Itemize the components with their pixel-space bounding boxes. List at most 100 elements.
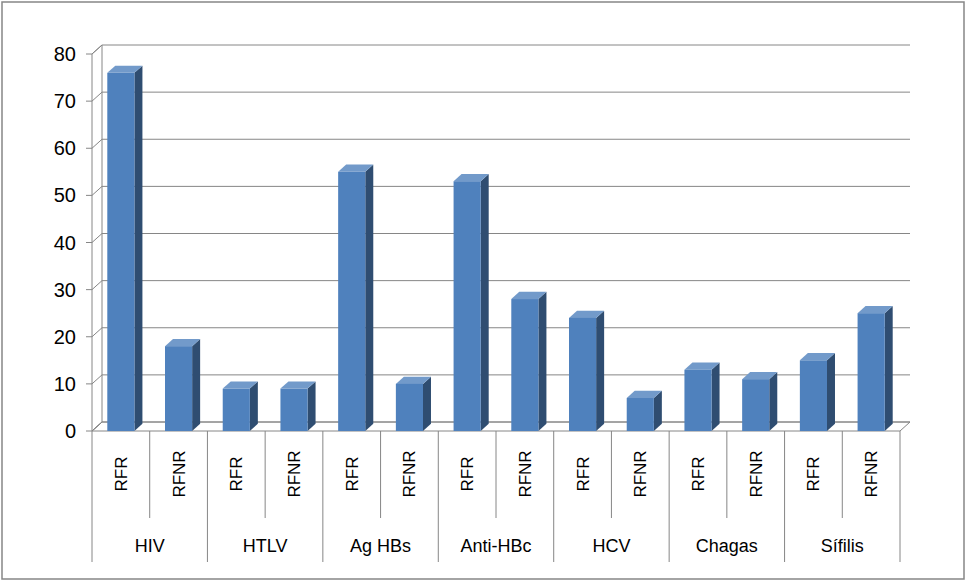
bar-front <box>858 313 885 431</box>
bar-front <box>511 299 538 431</box>
bar-side <box>769 372 777 431</box>
group-divider <box>207 431 208 562</box>
bar-side <box>538 292 546 431</box>
grid-line <box>92 139 910 148</box>
category-divider <box>380 431 381 518</box>
bar <box>338 165 373 431</box>
category-divider <box>842 431 843 518</box>
group-divider <box>92 431 93 562</box>
group-label: Chagas <box>696 536 758 556</box>
frame <box>2 2 964 579</box>
tick-label: 40 <box>54 232 76 254</box>
tick-mark <box>86 101 92 102</box>
bar-side <box>712 363 720 431</box>
tick-label: 60 <box>54 137 76 159</box>
bar-top <box>684 363 719 370</box>
category-label: RFNR <box>516 450 535 497</box>
grid-line <box>92 45 910 54</box>
bar-side <box>481 174 489 431</box>
tick-mark <box>86 242 92 243</box>
grid-line <box>92 234 910 243</box>
grid-line <box>92 186 910 195</box>
category-label: RFR <box>112 457 131 492</box>
bar-side <box>423 377 431 431</box>
tick-label: 70 <box>54 90 76 112</box>
category-label: RFNR <box>862 450 881 497</box>
bar-front <box>396 384 423 431</box>
bar <box>742 372 777 431</box>
category-label: RFR <box>227 457 246 492</box>
bar-front <box>627 398 654 431</box>
bar-side <box>250 381 258 431</box>
tick-label: 80 <box>54 43 76 65</box>
category-label: RFNR <box>631 450 650 497</box>
bars <box>107 66 892 431</box>
bar-top <box>569 311 604 318</box>
category-label: RFNR <box>400 450 419 497</box>
chart: 01020304050607080RFRRFNRRFRRFNRRFRRFNRRF… <box>0 0 966 581</box>
category-label: RFR <box>343 457 362 492</box>
bar-side <box>134 66 142 431</box>
category-label: RFNR <box>285 450 304 497</box>
bar-front <box>165 346 192 431</box>
bar-top <box>396 377 431 384</box>
category-divider <box>149 431 150 518</box>
bar-front <box>454 181 481 431</box>
tick-mark <box>86 336 92 337</box>
category-label: RFR <box>458 457 477 492</box>
bar <box>107 66 142 431</box>
grid-line <box>92 92 910 101</box>
category-label: RFNR <box>170 450 189 497</box>
tick-mark <box>86 195 92 196</box>
bar-side <box>365 165 373 431</box>
group-label: Sífilis <box>821 536 864 556</box>
bar <box>858 306 893 431</box>
category-divider <box>496 431 497 518</box>
group-label: Anti-HBc <box>460 536 531 556</box>
bar <box>454 174 489 431</box>
grid-line <box>92 281 910 290</box>
bar-top <box>858 306 893 313</box>
bar <box>396 377 431 431</box>
group-divider <box>322 431 323 562</box>
tick-mark <box>86 431 92 432</box>
bar-top <box>107 66 142 73</box>
bar-top <box>627 391 662 398</box>
bar-top <box>800 353 835 360</box>
bar-front <box>800 360 827 431</box>
bar-front <box>338 172 365 431</box>
category-label: RFR <box>689 457 708 492</box>
tick-mark <box>86 54 92 55</box>
category-label: RFR <box>574 457 593 492</box>
bar <box>165 339 200 431</box>
bar-front <box>280 389 307 431</box>
bar-front <box>569 318 596 431</box>
group-label: Ag HBs <box>350 536 411 556</box>
bar-top <box>165 339 200 346</box>
bar-side <box>192 339 200 431</box>
grid-line <box>92 375 910 384</box>
bar-top <box>280 381 315 388</box>
category-divider <box>726 431 727 518</box>
group-label: HCV <box>592 536 630 556</box>
grid-line <box>92 422 910 431</box>
bar <box>627 391 662 431</box>
category-label: RFR <box>804 457 823 492</box>
bar-front <box>742 379 769 431</box>
group-divider <box>784 431 785 562</box>
group-divider <box>438 431 439 562</box>
bar <box>684 363 719 431</box>
tick-mark <box>86 383 92 384</box>
floor <box>92 422 910 431</box>
tick-mark <box>86 148 92 149</box>
bar-top <box>454 174 489 181</box>
category-label: RFNR <box>747 450 766 497</box>
tick-label: 10 <box>54 373 76 395</box>
bar <box>569 311 604 431</box>
group-divider <box>669 431 670 562</box>
group-divider <box>553 431 554 562</box>
group-label: HTLV <box>243 536 288 556</box>
bar-top <box>511 292 546 299</box>
bar-side <box>308 381 316 431</box>
bar-side <box>827 353 835 431</box>
